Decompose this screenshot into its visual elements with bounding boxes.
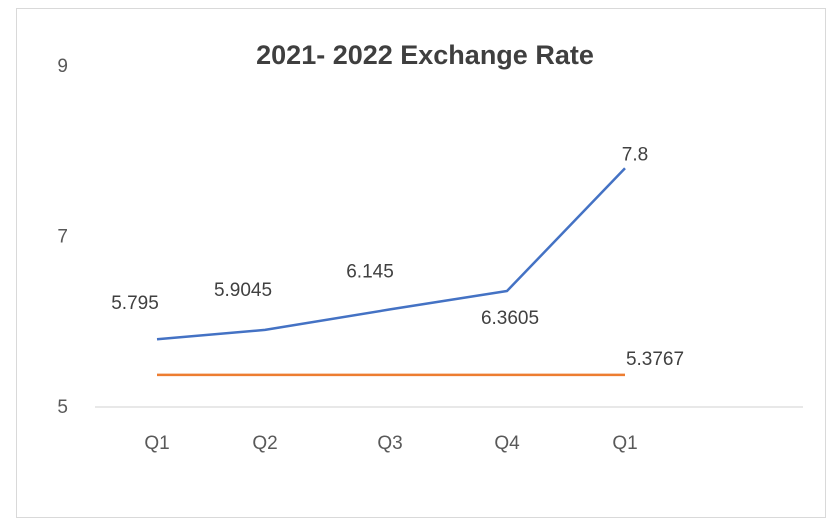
x-tick-label: Q4: [494, 433, 520, 454]
y-tick-label: 5: [57, 397, 68, 418]
data-labels: 5.795 5.9045 6.145 6.3605 7.8 5.3767: [111, 144, 684, 370]
chart-frame: [16, 8, 826, 518]
x-tick-label: Q3: [377, 433, 402, 454]
y-tick-label: 7: [57, 227, 68, 248]
x-axis: Q1 Q2 Q3 Q4 Q1: [144, 433, 637, 454]
series-group: [156, 167, 626, 377]
x-tick-label: Q2: [252, 433, 277, 454]
data-label: 5.9045: [214, 280, 272, 301]
series-line-1: [156, 167, 626, 341]
x-tick-label: Q1: [612, 433, 637, 454]
data-label: 6.145: [346, 261, 394, 282]
data-label: 5.795: [111, 293, 159, 314]
y-tick-label: 9: [57, 56, 68, 77]
x-tick-label: Q1: [144, 433, 169, 454]
data-label: 5.3767: [626, 349, 684, 370]
data-label: 6.3605: [481, 308, 539, 329]
y-axis: 5 7 9: [57, 56, 68, 418]
chart-title: 2021- 2022 Exchange Rate: [256, 40, 594, 70]
data-label: 7.8: [622, 144, 648, 165]
